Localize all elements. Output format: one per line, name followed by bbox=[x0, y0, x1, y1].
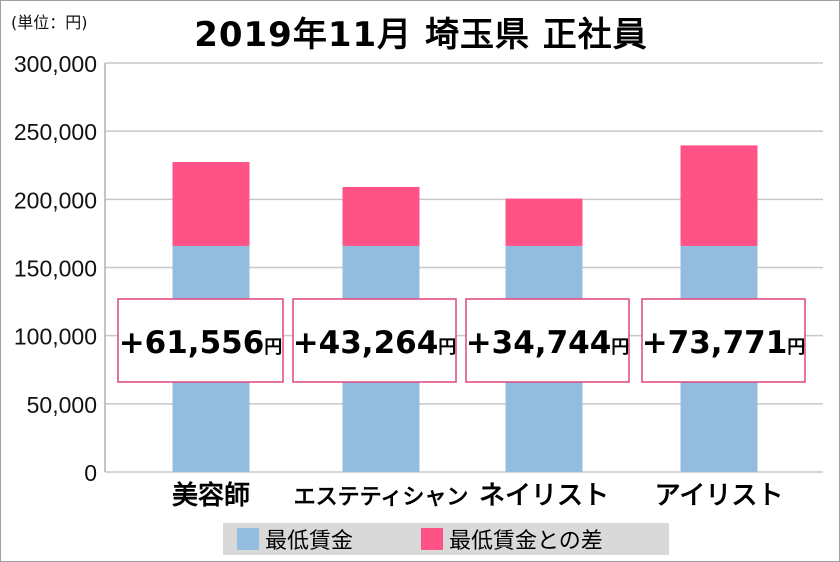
data-label-unit: 円 bbox=[438, 337, 456, 358]
legend-label: 最低賃金との差 bbox=[449, 529, 603, 554]
chart-title: 2019年11月 埼玉県 正社員 bbox=[194, 15, 648, 55]
data-label: +43,264円 bbox=[293, 325, 457, 361]
data-label-value: +43,264 bbox=[293, 325, 439, 361]
data-label-value: +34,744 bbox=[466, 325, 612, 361]
legend-background bbox=[223, 523, 669, 555]
data-label-box bbox=[465, 298, 630, 383]
y-tick-label: 0 bbox=[84, 460, 97, 486]
data-label-box bbox=[292, 298, 457, 383]
legend-label: 最低賃金 bbox=[265, 529, 353, 554]
data-label-box bbox=[641, 298, 806, 383]
data-label-box bbox=[117, 298, 284, 383]
y-tick-label: 150,000 bbox=[14, 256, 97, 282]
y-tick-label: 50,000 bbox=[27, 392, 97, 418]
bar-diff-segment bbox=[505, 198, 583, 246]
legend-swatch bbox=[421, 528, 443, 550]
data-label-value: +73,771 bbox=[642, 325, 788, 361]
data-label-unit: 円 bbox=[611, 337, 629, 358]
y-tick-label: 100,000 bbox=[14, 324, 97, 350]
bar-diff-segment bbox=[172, 162, 250, 246]
data-label: +61,556円 bbox=[119, 325, 283, 361]
data-label-unit: 円 bbox=[264, 337, 282, 358]
y-tick-label: 250,000 bbox=[14, 119, 97, 145]
data-label-unit: 円 bbox=[787, 337, 805, 358]
unit-label: (単位：円) bbox=[11, 13, 88, 32]
data-label: +73,771円 bbox=[642, 325, 806, 361]
data-label-value: +61,556 bbox=[119, 325, 265, 361]
y-tick-label: 200,000 bbox=[14, 187, 97, 213]
x-category-label: ネイリスト bbox=[479, 481, 609, 511]
bar-diff-segment bbox=[680, 145, 758, 246]
legend-swatch bbox=[237, 528, 259, 550]
x-category-label: 美容師 bbox=[172, 480, 250, 511]
data-label: +34,744円 bbox=[466, 325, 630, 361]
bar-diff-segment bbox=[342, 186, 420, 246]
x-category-label: アイリスト bbox=[655, 481, 784, 511]
x-category-label: エステティシャン bbox=[294, 485, 469, 510]
y-tick-label: 300,000 bbox=[14, 51, 97, 77]
